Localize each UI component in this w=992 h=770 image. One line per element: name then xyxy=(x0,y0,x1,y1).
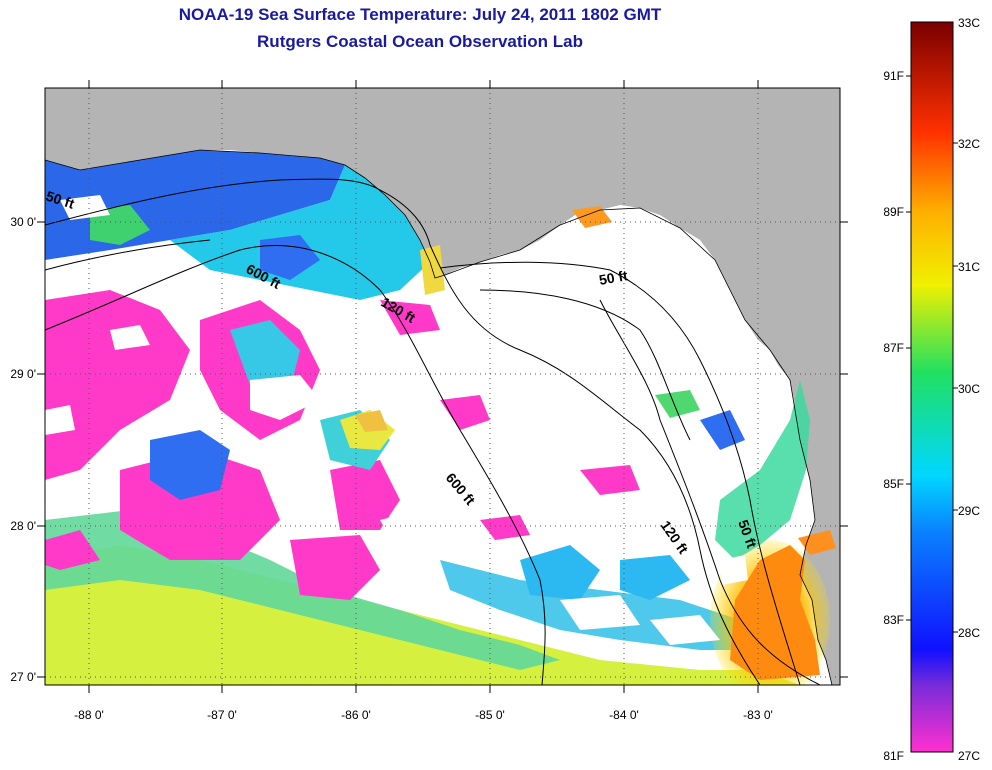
isobath-label: 50 ft xyxy=(598,267,629,288)
lon-label-86: -86 0' xyxy=(341,708,371,722)
colorbar-f-label: 81F xyxy=(883,749,904,763)
lon-label-85: -85 0' xyxy=(475,708,505,722)
lat-label-30: 30 0' xyxy=(10,215,36,229)
lat-label-28: 28 0' xyxy=(10,519,36,533)
lon-label-84: -84 0' xyxy=(609,708,639,722)
sst-magenta-patches xyxy=(45,290,640,600)
lon-label-83: -83 0' xyxy=(743,708,773,722)
colorbar xyxy=(910,21,954,753)
colorbar-c-label: 27C xyxy=(958,749,980,763)
cloud-blobs xyxy=(45,195,748,645)
land-mass xyxy=(45,88,840,685)
colorbar-f-label: 89F xyxy=(883,205,904,219)
sst-orange-coastal xyxy=(730,545,820,680)
colorbar-ticks xyxy=(906,75,958,633)
map-title: NOAA-19 Sea Surface Temperature: July 24… xyxy=(178,5,662,24)
colorbar-f-label: 85F xyxy=(883,477,904,491)
colorbar-c-label: 30C xyxy=(958,382,980,396)
colorbar-c-label: 29C xyxy=(958,504,980,518)
isobath-contours xyxy=(45,178,821,685)
sst-cyan-band xyxy=(170,165,430,300)
coastline xyxy=(45,149,833,685)
sst-green-coastal xyxy=(715,380,810,560)
sst-mixed-clusters xyxy=(90,205,836,600)
tick-marks xyxy=(37,80,848,693)
colorbar-c-label: 31C xyxy=(958,260,980,274)
colorbar-f-label: 83F xyxy=(883,613,904,627)
colorbar-c-label: 33C xyxy=(958,16,980,30)
map-frame xyxy=(44,87,841,686)
colorbar-c-label: 28C xyxy=(958,626,980,640)
colorbar-f-label: 91F xyxy=(883,69,904,83)
lat-label-29: 29 0' xyxy=(10,367,36,381)
map-subtitle: Rutgers Coastal Ocean Observation Lab xyxy=(257,32,583,51)
colorbar-c-label: 32C xyxy=(958,137,980,151)
lon-label-87: -87 0' xyxy=(207,708,237,722)
colorbar-f-label: 87F xyxy=(883,341,904,355)
lat-label-27: 27 0' xyxy=(10,670,36,684)
lon-label-88: -88 0' xyxy=(74,708,104,722)
